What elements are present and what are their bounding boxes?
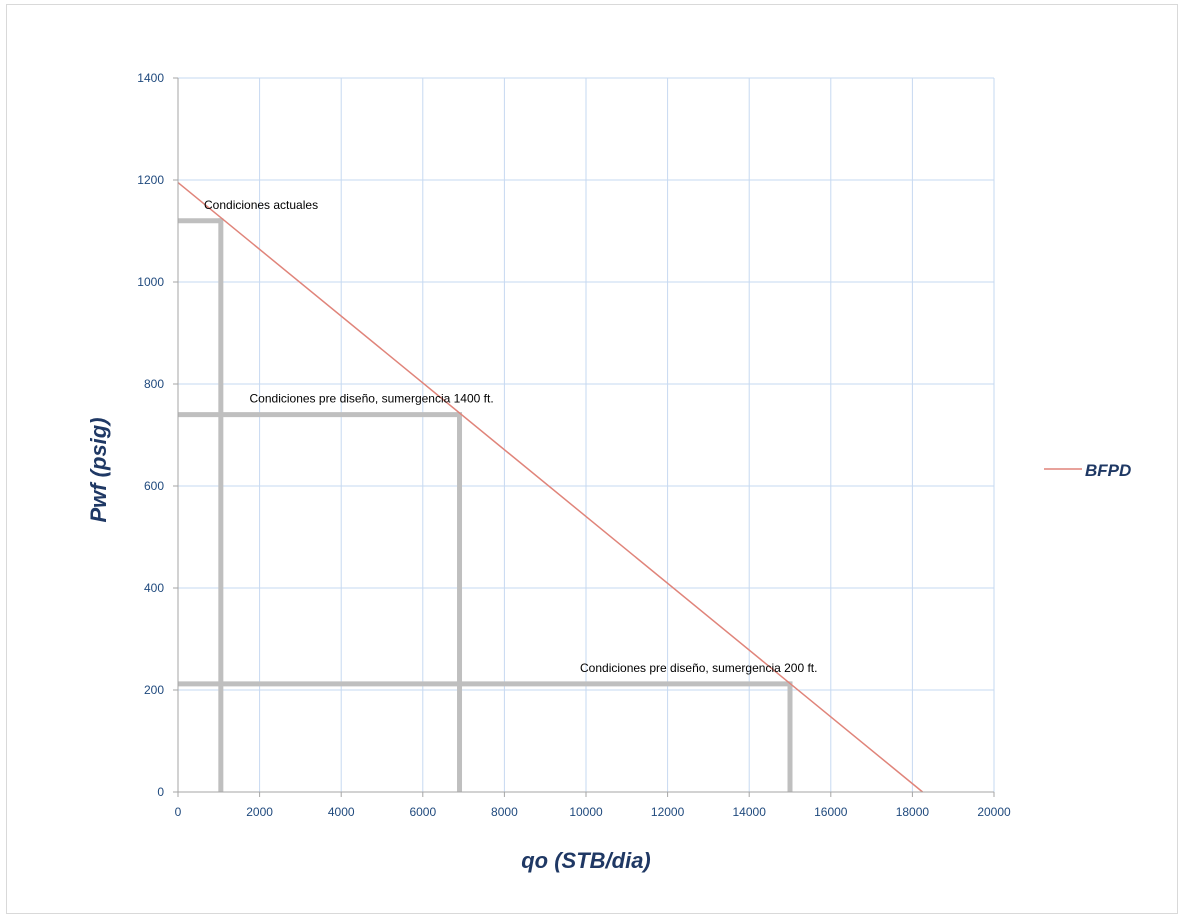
axes: [173, 77, 995, 797]
y-axis-label: Pwf (psig): [86, 417, 111, 522]
x-tick-label: 18000: [896, 805, 930, 819]
chart-frame: [6, 4, 1178, 914]
x-tick-label: 16000: [814, 805, 848, 819]
annotation-label-3: Condiciones pre diseño, sumergencia 200 …: [580, 661, 817, 675]
x-tick-label: 8000: [491, 805, 518, 819]
annotation-label-2: Condiciones pre diseño, sumergencia 1400…: [250, 392, 494, 406]
x-tick-label: 0: [175, 805, 182, 819]
y-tick-label: 0: [157, 785, 164, 799]
x-tick-label: 14000: [733, 805, 767, 819]
legend-label-bfpd: BFPD: [1085, 461, 1131, 480]
grid-lines: [178, 77, 995, 792]
annotation-label-1: Condiciones actuales: [204, 198, 318, 212]
x-tick-label: 6000: [409, 805, 436, 819]
x-tick-label: 2000: [246, 805, 273, 819]
x-tick-label: 12000: [651, 805, 685, 819]
y-tick-label: 1200: [137, 173, 164, 187]
x-axis-label: qo (STB/dia): [521, 848, 651, 873]
tick-labels: 0 2000 4000 6000 8000 10000 12000 14000 16000 180…: [137, 71, 1011, 819]
legend: BFPD: [1044, 461, 1131, 480]
y-tick-label: 1400: [137, 71, 164, 85]
y-tick-label: 400: [144, 581, 164, 595]
operating-point-guides: [178, 218, 793, 792]
series-line-bfpd: [177, 181, 924, 793]
y-tick-label: 200: [144, 683, 164, 697]
x-tick-label: 20000: [977, 805, 1011, 819]
y-tick-label: 800: [144, 377, 164, 391]
series-layer: [177, 181, 924, 793]
y-tick-label: 1000: [137, 275, 164, 289]
annotations: Condiciones actuales Condiciones pre dise…: [204, 198, 817, 675]
y-tick-label: 600: [144, 479, 164, 493]
x-tick-label: 4000: [328, 805, 355, 819]
x-tick-label: 10000: [569, 805, 603, 819]
